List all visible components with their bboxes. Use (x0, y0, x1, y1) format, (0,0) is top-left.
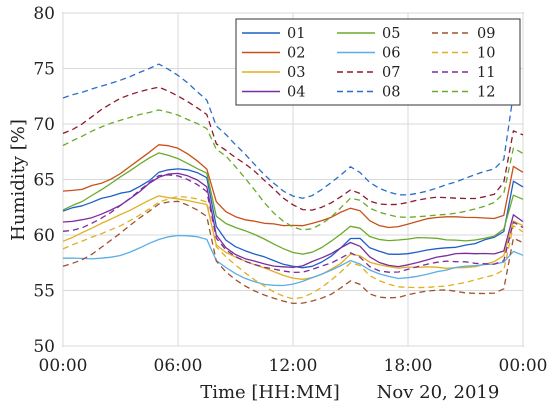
y-tick-label: 50 (33, 337, 55, 357)
y-tick-label: 70 (33, 115, 55, 135)
legend: 01 02 03 04 05 06 07 08 09 10 11 12 (235, 18, 521, 106)
x-tick-label: 00:00 (39, 356, 88, 376)
x-tick-label: 06:00 (154, 356, 203, 376)
series-line-10 (62, 195, 524, 300)
grid (62, 12, 524, 347)
x-axis-label: Time [HH:MM] (200, 382, 340, 403)
legend-label-12: 12 (477, 85, 495, 101)
legend-label-01: 01 (287, 26, 305, 42)
x-tick-label: 00:00 (499, 356, 548, 376)
date-note: Nov 20, 2019 (377, 382, 500, 403)
legend-box (235, 18, 521, 106)
legend-label-04: 04 (287, 85, 305, 101)
legend-label-03: 03 (287, 65, 305, 81)
series-line-12 (62, 109, 524, 231)
series-line-09 (62, 200, 524, 305)
legend-label-09: 09 (477, 26, 495, 42)
y-tick-label: 75 (33, 60, 55, 80)
legend-label-05: 05 (382, 26, 400, 42)
legend-label-10: 10 (477, 46, 495, 62)
series-line-07 (62, 86, 524, 211)
y-tick-label: 60 (33, 226, 55, 246)
y-tick-label: 65 (33, 171, 55, 191)
legend-label-02: 02 (287, 46, 305, 62)
series-line-05 (62, 152, 524, 255)
legend-label-06: 06 (382, 46, 400, 62)
y-tick-label: 55 (33, 282, 55, 302)
legend-label-08: 08 (382, 85, 400, 101)
series-line-01 (62, 168, 524, 269)
series-line-02 (62, 144, 524, 229)
x-tick-label: 12:00 (269, 356, 318, 376)
series-line-08 (62, 63, 524, 199)
series-line-11 (62, 174, 524, 274)
series-line-03 (62, 195, 524, 280)
y-tick-label: 80 (33, 4, 55, 24)
series-line-04 (62, 172, 524, 269)
legend-label-07: 07 (382, 65, 400, 81)
series-layer (62, 63, 524, 305)
legend-label-11: 11 (477, 65, 495, 81)
x-tick-label: 18:00 (384, 356, 433, 376)
series-line-06 (62, 234, 524, 287)
y-axis-label: Humidity [%] (8, 119, 29, 241)
